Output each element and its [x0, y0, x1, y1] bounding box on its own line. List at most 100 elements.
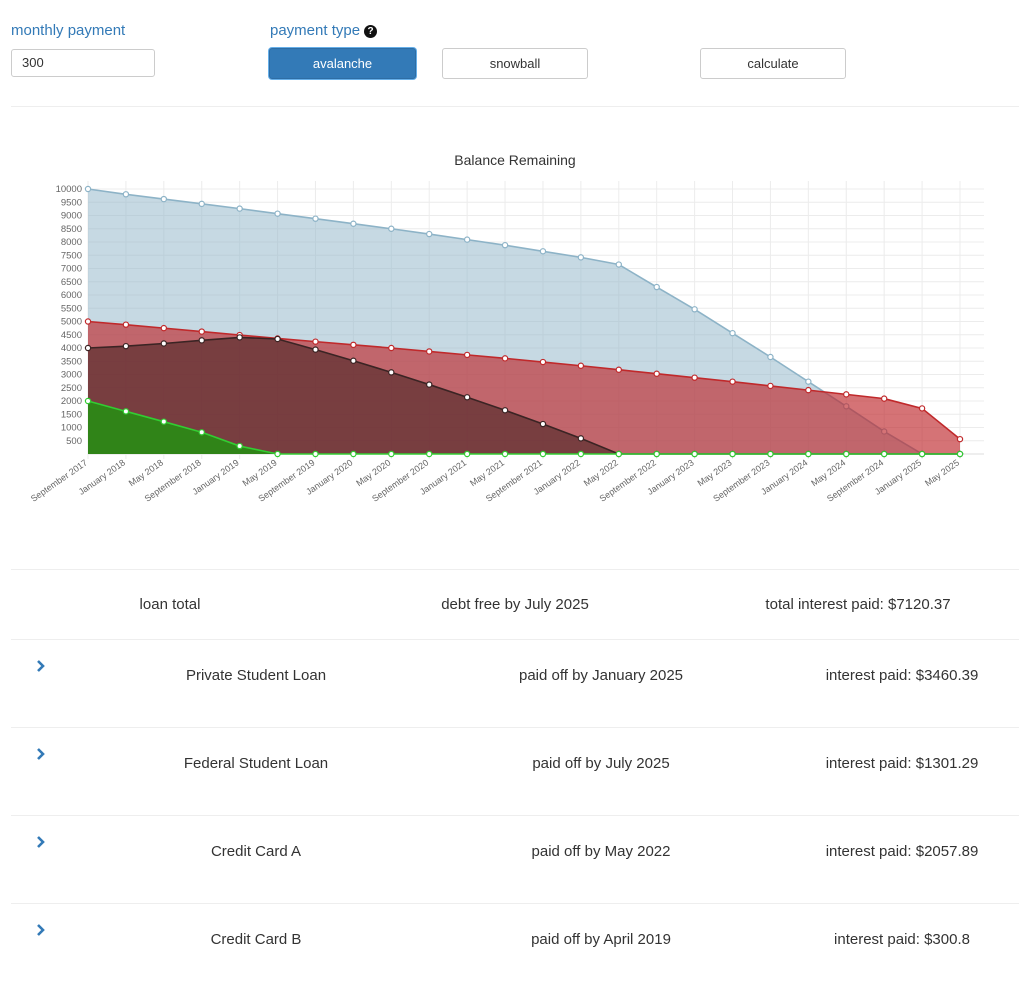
y-tick-label: 5000 — [61, 317, 82, 328]
data-point — [463, 450, 471, 458]
series-line — [87, 320, 961, 440]
loan-name: Credit Card A — [210, 843, 302, 860]
loan-paid-off-date: paid off by May 2022 — [531, 843, 671, 860]
data-point — [539, 248, 547, 255]
loan-interest-paid: interest paid: $300.8 — [834, 931, 970, 948]
y-tick-label: 4000 — [61, 343, 82, 354]
data-point — [501, 407, 509, 414]
data-point — [539, 450, 547, 458]
question-circle-icon[interactable]: ? — [364, 25, 378, 38]
data-point — [729, 450, 736, 458]
data-point — [615, 366, 622, 373]
divider — [11, 903, 1019, 904]
y-tick-label: 1500 — [61, 409, 82, 420]
data-point — [122, 408, 130, 415]
data-point — [805, 378, 812, 385]
data-point — [274, 450, 281, 458]
y-tick-label: 1000 — [61, 423, 82, 434]
loan-interest-paid: interest paid: $1301.29 — [825, 755, 979, 772]
y-tick-label: 5500 — [61, 303, 82, 314]
divider — [11, 569, 1019, 570]
y-tick-label: 3500 — [61, 356, 82, 367]
data-point — [615, 261, 622, 268]
x-tick-label: September 2017 — [29, 457, 89, 503]
loan-paid-off-date: paid off by July 2025 — [532, 755, 670, 772]
data-point — [388, 450, 395, 458]
y-tick-label: 6500 — [61, 277, 82, 288]
monthly-payment-input[interactable]: 300 — [11, 49, 155, 77]
chart-title: Balance Remaining — [454, 152, 575, 168]
loan-name: Federal Student Loan — [183, 755, 329, 772]
chevron-right-icon[interactable] — [36, 924, 46, 936]
data-point — [577, 450, 585, 458]
data-point — [577, 435, 585, 442]
loan-name: Credit Card B — [210, 931, 302, 948]
total-interest-paid: total interest paid: $7120.37 — [765, 596, 951, 613]
chart-series — [84, 185, 964, 458]
divider — [11, 106, 1019, 107]
data-point — [236, 334, 243, 341]
data-point — [653, 450, 660, 458]
data-point — [426, 450, 433, 458]
monthly-payment-label: monthly payment — [11, 22, 126, 39]
y-tick-label: 2500 — [61, 383, 82, 394]
data-point — [198, 200, 205, 208]
loan-total-label: loan total — [139, 596, 201, 613]
avalanche-button[interactable]: avalanche — [269, 48, 416, 79]
y-tick-label: 6000 — [61, 290, 82, 301]
series-line — [87, 188, 960, 455]
data-point — [350, 357, 357, 364]
data-point — [312, 338, 319, 345]
y-tick-label: 2000 — [61, 396, 82, 407]
calculate-button[interactable]: calculate — [700, 48, 846, 79]
chevron-right-icon[interactable] — [36, 836, 46, 848]
data-point — [501, 355, 509, 362]
loan-paid-off-date: paid off by January 2025 — [518, 667, 684, 684]
data-point — [426, 230, 433, 238]
snowball-button[interactable]: snowball — [442, 48, 588, 79]
loan-interest-paid: interest paid: $3460.39 — [825, 667, 979, 684]
data-point — [880, 395, 888, 402]
data-point — [426, 381, 433, 388]
data-point — [956, 450, 964, 458]
payment-type-label: payment type? — [270, 22, 378, 39]
data-point — [805, 386, 812, 394]
chevron-right-icon[interactable] — [36, 660, 46, 672]
y-tick-label: 4500 — [61, 330, 82, 341]
loan-interest-paid: interest paid: $2057.89 — [825, 843, 979, 860]
data-point — [463, 394, 471, 401]
data-point — [388, 225, 395, 232]
divider — [11, 727, 1019, 728]
data-point — [691, 306, 698, 313]
balance-remaining-chart: Balance Remaining 500 1000 1500 2000 2500 300… — [29, 152, 984, 504]
y-tick-label: 7500 — [61, 250, 82, 261]
data-point — [843, 391, 850, 398]
data-point — [501, 450, 509, 458]
data-point — [388, 369, 395, 376]
data-point — [350, 450, 357, 458]
chevron-right-icon[interactable] — [36, 748, 46, 760]
data-point — [236, 205, 243, 212]
data-point — [312, 450, 319, 458]
data-point — [84, 397, 92, 405]
data-point — [198, 328, 205, 335]
y-tick-label: 8500 — [61, 224, 82, 235]
data-point — [236, 442, 243, 450]
series-line — [87, 400, 960, 455]
data-point — [463, 236, 471, 243]
y-tick-label: 3000 — [61, 370, 82, 381]
data-point — [691, 374, 698, 381]
data-point — [691, 450, 698, 458]
data-point — [84, 185, 92, 193]
data-point — [122, 321, 130, 328]
loan-name: Private Student Loan — [185, 667, 327, 684]
data-point — [767, 450, 774, 458]
data-point — [198, 337, 205, 344]
series-credit-card-b — [84, 397, 964, 458]
data-point — [84, 344, 92, 352]
data-point — [84, 318, 92, 325]
data-point — [918, 405, 926, 412]
data-point — [122, 342, 130, 350]
x-tick-label: May 2025 — [923, 457, 961, 488]
y-tick-label: 9000 — [61, 211, 82, 222]
